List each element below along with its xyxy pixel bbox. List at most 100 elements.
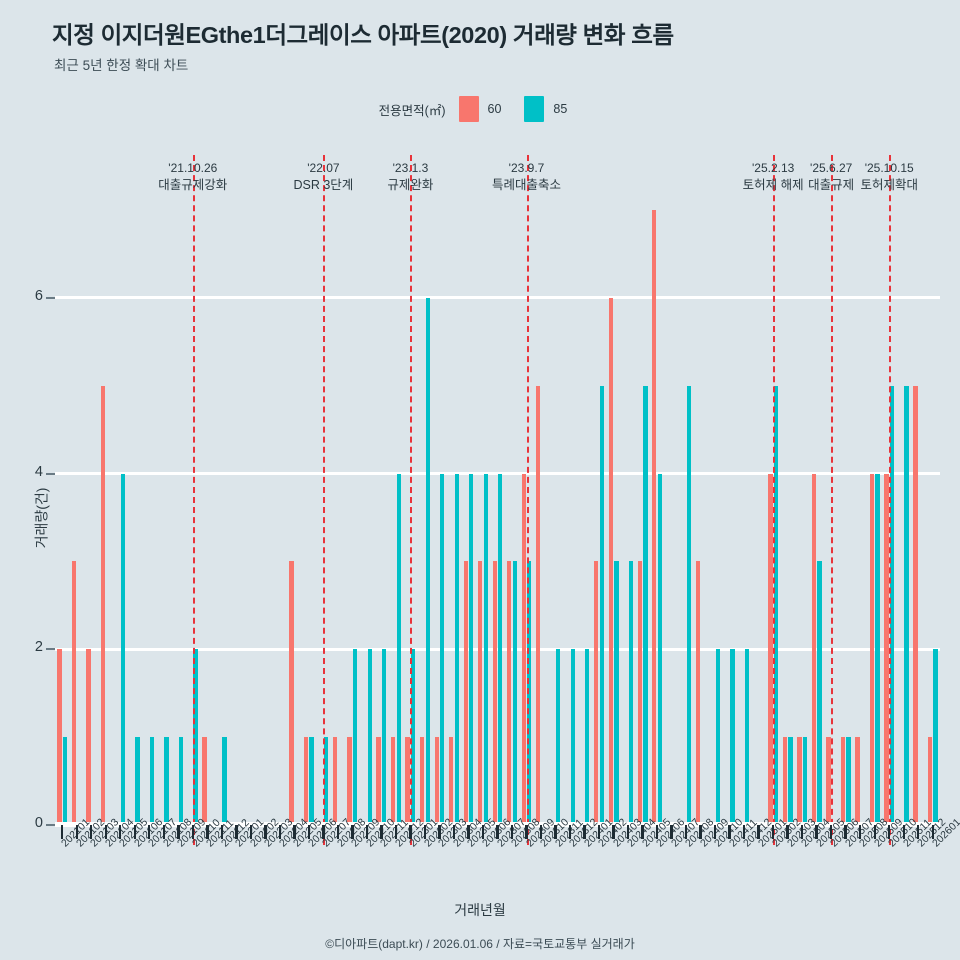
event-label: '25.10.15 토허제확대	[860, 160, 918, 195]
bar	[628, 561, 634, 825]
bar	[608, 297, 613, 825]
y-axis-tick-label: 6	[34, 287, 43, 304]
bar	[390, 737, 396, 825]
event-label: '25.2.13 토허제 해제	[743, 160, 804, 195]
bar	[135, 737, 140, 825]
x-tick-mark	[757, 825, 760, 839]
x-tick-mark	[249, 825, 253, 839]
x-tick-mark	[859, 825, 862, 839]
bar	[869, 473, 875, 825]
x-tick-mark	[583, 825, 586, 839]
x-tick-mark	[612, 825, 615, 839]
footer-credit: ©디아파트(dapt.kr) / 2026.01.06 / 자료=국토교통부 실…	[325, 937, 635, 951]
bar	[884, 473, 889, 825]
x-tick-mark	[104, 825, 107, 839]
bar-series-container	[55, 210, 940, 825]
x-tick-mark	[365, 825, 369, 839]
x-tick-mark	[713, 825, 717, 839]
x-tick-mark	[409, 825, 412, 839]
bar	[715, 649, 721, 825]
x-tick-mark	[496, 825, 499, 839]
bar	[120, 473, 126, 825]
bar	[376, 737, 381, 825]
bar	[585, 649, 590, 825]
bar	[904, 385, 909, 825]
bar	[309, 737, 314, 825]
x-tick-mark	[815, 825, 818, 839]
x-tick-mark	[699, 825, 702, 839]
x-tick-mark	[380, 825, 383, 839]
legend-swatch-85	[524, 96, 545, 122]
bar	[353, 649, 358, 825]
x-tick-mark	[525, 825, 528, 839]
bar	[643, 385, 648, 825]
bar	[797, 737, 802, 825]
x-tick-mark	[394, 825, 398, 839]
y-axis-tick-label: 4	[34, 463, 43, 480]
y-axis-tick-label: 2	[34, 639, 43, 656]
x-tick-mark	[568, 825, 572, 839]
x-tick-mark	[684, 825, 688, 839]
event-label: '23.1.3 규제완화	[387, 160, 433, 195]
event-date: '25.10.15	[864, 161, 914, 175]
x-tick-mark	[917, 825, 920, 839]
x-tick-mark	[423, 825, 427, 839]
bar	[594, 561, 599, 825]
legend-swatch-60	[458, 96, 479, 122]
legend-label-60: 60	[487, 102, 502, 116]
bar	[100, 385, 106, 825]
x-tick-mark	[438, 825, 441, 839]
event-line	[192, 155, 195, 845]
x-tick-mark	[307, 825, 311, 839]
bar	[178, 737, 184, 825]
bar	[512, 561, 517, 825]
x-tick-mark	[728, 825, 731, 839]
x-tick-mark	[206, 825, 209, 839]
x-tick-mark	[931, 825, 934, 839]
x-tick-mark	[888, 825, 891, 839]
event-date: '21.10.26	[168, 161, 218, 175]
bar	[434, 737, 439, 825]
x-tick-mark	[481, 825, 485, 839]
legend-title: 전용면적(㎡)	[378, 103, 446, 118]
event-text: 대출규제	[808, 178, 855, 193]
bar	[614, 561, 619, 825]
bar	[637, 561, 642, 825]
gridline	[55, 472, 940, 476]
bar	[657, 473, 663, 825]
bar	[599, 385, 604, 825]
event-line	[410, 155, 413, 845]
x-tick-mark	[336, 825, 340, 839]
bar	[303, 737, 309, 825]
bar	[367, 649, 372, 825]
event-line	[323, 155, 326, 845]
event-line	[773, 155, 776, 845]
bar	[405, 737, 410, 825]
x-tick-mark	[133, 825, 136, 839]
bar	[730, 649, 735, 825]
bar	[469, 473, 474, 825]
bar	[420, 737, 425, 825]
bar	[411, 649, 416, 825]
bar	[826, 737, 831, 825]
legend-label-85: 85	[553, 102, 568, 116]
event-line	[889, 155, 892, 845]
bar	[773, 385, 779, 825]
bar	[521, 473, 526, 825]
bar	[686, 385, 692, 825]
bar	[492, 561, 497, 825]
event-label: '23.9.7 특례대출축소	[492, 160, 561, 195]
bar	[875, 473, 880, 825]
x-tick-mark	[177, 825, 180, 839]
bar	[62, 737, 68, 825]
y-tick-mark	[46, 824, 55, 826]
bar	[498, 473, 503, 825]
x-tick-mark	[597, 825, 601, 839]
x-tick-mark	[655, 825, 659, 839]
event-text: 대출규제강화	[158, 178, 228, 193]
bar	[425, 297, 430, 825]
bar	[933, 649, 938, 825]
x-tick-mark	[119, 825, 122, 839]
bar	[536, 385, 541, 825]
x-tick-mark	[467, 825, 470, 839]
